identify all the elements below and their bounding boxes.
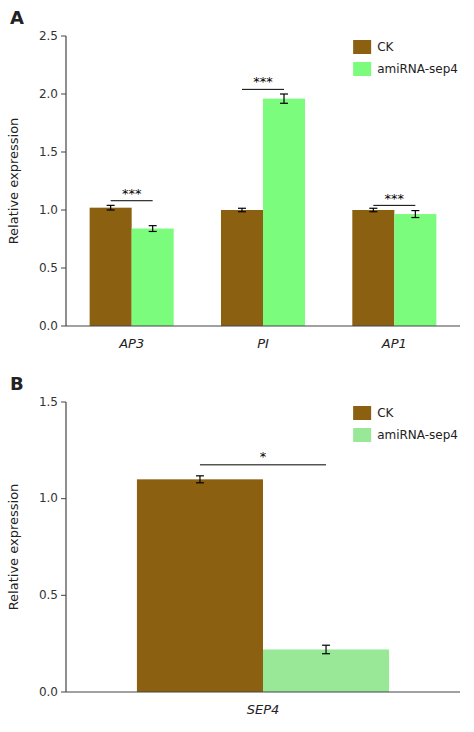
error-stem — [283, 94, 284, 103]
x-tick-label: SEP4 — [247, 702, 280, 717]
bar — [132, 229, 174, 326]
y-tick — [61, 210, 66, 211]
error-stem — [199, 476, 200, 483]
y-tick-label: 0.5 — [39, 588, 58, 602]
y-tick — [61, 268, 66, 269]
error-cap — [107, 205, 115, 206]
error-stem — [325, 645, 326, 654]
annotations: * — [200, 449, 326, 465]
chart: B 0.0 0.5 1.0 1.5 Relative expression SEP4 * CK a… — [0, 366, 474, 732]
legend-label: amiRNA-sep4 — [377, 62, 458, 76]
y-tick — [61, 498, 66, 499]
y-ticks: 0.0 0.5 1.0 1.5 2.0 2.5 — [39, 29, 66, 333]
y-axis-label: Relative expression — [6, 484, 21, 611]
error-bar — [196, 476, 204, 483]
legend: CK amiRNA-sep4 — [353, 406, 458, 443]
y-tick-label: 2.5 — [39, 29, 58, 43]
error-cap — [280, 103, 288, 104]
bars — [137, 479, 389, 692]
error-cap — [322, 653, 330, 654]
chart: A 0.0 0.5 1.0 1.5 2.0 2.5 Relative expression AP… — [0, 0, 474, 366]
error-cap — [238, 211, 246, 212]
significance-text: *** — [385, 191, 405, 206]
bar — [394, 214, 436, 326]
significance-text: *** — [253, 74, 273, 89]
error-cap — [196, 475, 204, 476]
y-tick — [61, 94, 66, 95]
y-tick — [61, 36, 66, 37]
error-cap — [411, 210, 419, 211]
error-cap — [196, 482, 204, 483]
error-cap — [369, 211, 377, 212]
error-bar — [280, 94, 288, 103]
y-tick-label: 1.0 — [39, 203, 58, 217]
error-bar — [149, 226, 157, 232]
panel-label: A — [10, 7, 24, 28]
error-bar — [238, 208, 246, 211]
y-tick — [61, 402, 66, 403]
x-axis-line — [66, 691, 460, 692]
y-tick-label: 2.0 — [39, 87, 58, 101]
legend-swatch — [353, 40, 371, 54]
y-tick-label: 1.5 — [39, 395, 58, 409]
y-tick-label: 0.0 — [39, 685, 58, 699]
error-cap — [149, 231, 157, 232]
bar — [221, 210, 263, 326]
error-bar — [107, 205, 115, 210]
error-cap — [280, 93, 288, 94]
bars — [90, 99, 437, 326]
panel-label: B — [10, 373, 24, 394]
error-cap — [238, 208, 246, 209]
error-bar — [369, 208, 377, 211]
y-tick-label: 1.5 — [39, 145, 58, 159]
y-axis-line — [65, 36, 66, 326]
y-ticks: 0.0 0.5 1.0 1.5 — [39, 395, 66, 699]
legend-label: amiRNA-sep4 — [377, 428, 458, 442]
bar — [352, 210, 394, 326]
significance-text: * — [260, 449, 267, 464]
error-cap — [369, 208, 377, 209]
y-axis-label: Relative expression — [6, 118, 21, 245]
y-tick-label: 0.0 — [39, 319, 58, 333]
legend-swatch — [353, 428, 371, 442]
bar — [137, 479, 263, 692]
y-tick-label: 0.5 — [39, 261, 58, 275]
y-tick — [61, 326, 66, 327]
y-tick — [61, 692, 66, 693]
y-tick-label: 1.0 — [39, 491, 58, 505]
y-tick — [61, 152, 66, 153]
x-tick-label: AP3 — [118, 336, 144, 351]
x-axis-line — [66, 325, 460, 326]
legend: CK amiRNA-sep4 — [353, 40, 458, 77]
x-tick-label: PI — [257, 336, 269, 351]
bar — [90, 208, 132, 326]
error-stem — [110, 205, 111, 210]
significance-text: *** — [122, 186, 142, 201]
error-bars — [107, 94, 420, 231]
error-cap — [411, 217, 419, 218]
error-bars — [196, 476, 330, 654]
y-axis-line — [65, 402, 66, 692]
error-cap — [149, 225, 157, 226]
annotations: *** *** *** — [111, 74, 416, 206]
legend-swatch — [353, 62, 371, 76]
significance-line — [242, 89, 284, 90]
bar — [263, 649, 389, 692]
legend-label: CK — [377, 40, 394, 54]
charts: A 0.0 0.5 1.0 1.5 2.0 2.5 Relative expression AP… — [0, 0, 474, 732]
legend-label: CK — [377, 406, 394, 420]
error-stem — [415, 211, 416, 218]
error-bar — [322, 645, 330, 654]
y-tick — [61, 595, 66, 596]
error-bar — [411, 211, 419, 218]
error-stem — [152, 226, 153, 232]
error-cap — [107, 209, 115, 210]
significance-line — [200, 464, 326, 465]
x-tick-label: AP1 — [381, 336, 407, 351]
error-cap — [322, 645, 330, 646]
legend-swatch — [353, 406, 371, 420]
bar — [263, 99, 305, 326]
